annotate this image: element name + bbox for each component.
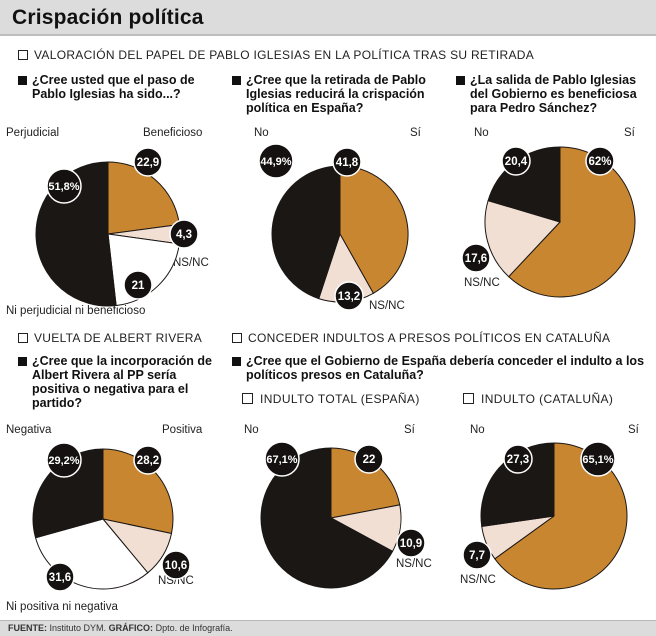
section-label-rivera: VUELTA DE ALBERT RIVERA: [18, 331, 202, 345]
value-bubble: [169, 219, 199, 249]
slice-label: Sí: [628, 424, 639, 436]
data-label: 41,8: [336, 157, 359, 169]
slice-label: No: [254, 127, 269, 139]
pie-slice: [339, 165, 409, 294]
value-bubble: [258, 143, 294, 179]
data-label: 29,2%: [48, 455, 79, 467]
slice-label: NS/NC: [369, 300, 405, 312]
data-label: 62%: [588, 156, 611, 168]
question-2: ¿Cree que la retirada de Pablo Iglesias …: [232, 73, 432, 115]
data-label: 17,6: [465, 253, 487, 265]
pie-slice: [32, 448, 104, 539]
slice-label: NS/NC: [173, 257, 209, 269]
value-bubble: [334, 281, 364, 311]
pie-slice: [107, 161, 180, 235]
checkbox-icon: [232, 333, 242, 343]
data-label: 4,3: [176, 229, 192, 241]
slice-label: Beneficioso: [143, 127, 203, 139]
pie-slice: [480, 442, 555, 527]
value-bubble: [580, 441, 616, 477]
slice-label: NS/NC: [396, 558, 432, 570]
slice-label: Perjudicial: [6, 127, 60, 139]
value-bubble: [503, 444, 533, 474]
slice-label: Positiva: [162, 424, 203, 436]
bullet-square-icon: [232, 76, 241, 85]
bullet-square-icon: [18, 76, 27, 85]
pie-chart: 20,4 62% 17,6: [461, 146, 636, 298]
value-bubble: [46, 168, 82, 204]
question-4: ¿Cree que la incorporación de Albert Riv…: [18, 354, 218, 410]
data-label: 10,6: [165, 560, 187, 572]
slice-label: NS/NC: [464, 277, 500, 289]
bullet-square-icon: [232, 357, 241, 366]
slice-label: NS/NC: [460, 574, 496, 586]
checkbox-icon: [18, 333, 28, 343]
pie-slice: [484, 200, 561, 278]
question-1: ¿Cree usted que el paso de Pablo Iglesia…: [18, 73, 214, 101]
data-label: 67,1%: [266, 454, 297, 466]
data-label: 27,3: [507, 454, 529, 466]
source-footer: FUENTE: Instituto DYM. GRÁFICO: Dpto. de…: [0, 620, 656, 636]
slice-label: NS/NC: [158, 575, 194, 587]
slice-label: Sí: [410, 127, 421, 139]
value-bubble: [264, 441, 300, 477]
value-bubble: [585, 146, 615, 176]
title-bar: Crispación política: [0, 0, 656, 36]
data-label: 31,6: [49, 572, 71, 584]
slice-label: Ni positiva ni negativa: [6, 601, 118, 613]
data-label: 51,8%: [48, 181, 79, 193]
data-label: 65,1%: [582, 454, 613, 466]
subhead-espana: INDULTO TOTAL (ESPAÑA): [242, 392, 420, 406]
slice-label: No: [470, 424, 485, 436]
value-bubble: [133, 147, 163, 177]
bullet-square-icon: [18, 357, 27, 366]
slice-label: Ni perjudicial ni beneficioso: [6, 305, 146, 317]
value-bubble: [45, 562, 75, 592]
data-label: 10,9: [400, 538, 422, 550]
page-title: Crispación política: [12, 6, 204, 29]
data-label: 7,7: [469, 550, 485, 562]
pie-chart: 29,2% 28,2 10,6 31,6: [32, 442, 191, 592]
value-bubble: [133, 445, 163, 475]
value-bubble: [332, 147, 362, 177]
question-3: ¿La salida de Pablo Iglesias del Gobiern…: [456, 73, 656, 115]
data-label: 20,4: [505, 156, 528, 168]
subhead-cataluna: INDULTO (CATALUÑA): [463, 392, 613, 406]
checkbox-icon: [18, 50, 28, 60]
value-bubble: [396, 528, 426, 558]
question-5: ¿Cree que el Gobierno de España debería …: [232, 354, 656, 382]
data-label: 44,9%: [260, 156, 291, 168]
slice-label: Sí: [404, 424, 415, 436]
data-label: 21: [132, 280, 145, 292]
pie-chart: 44,9% 41,8 13,2: [258, 143, 409, 311]
checkbox-icon: [463, 393, 474, 404]
slice-label: No: [474, 127, 489, 139]
section-label-indultos: CONCEDER INDULTOS A PRESOS POLÍTICOS EN …: [232, 331, 610, 345]
bullet-square-icon: [456, 76, 465, 85]
value-bubble: [46, 442, 82, 478]
value-bubble: [501, 146, 531, 176]
data-label: 28,2: [137, 455, 159, 467]
data-label: 13,2: [338, 291, 360, 303]
section-label-iglesias: VALORACIÓN DEL PAPEL DE PABLO IGLESIAS E…: [18, 48, 534, 62]
value-bubble: [123, 270, 153, 300]
slice-label: Negativa: [6, 424, 52, 436]
pie-chart: 51,8% 22,9 4,3 21: [35, 147, 199, 307]
slice-label: No: [244, 424, 259, 436]
value-bubble: [354, 444, 384, 474]
pie-slice: [271, 165, 341, 300]
value-bubble: [461, 243, 491, 273]
pie-charts: 51,8% 22,9 4,3 21 44,9% 41,8 13,2 20,4 62% 17,6 29…: [32, 143, 636, 592]
value-bubble: [161, 550, 191, 580]
value-bubble: [462, 540, 492, 570]
pie-chart: 67,1% 22 10,9: [260, 441, 426, 589]
checkbox-icon: [242, 393, 253, 404]
data-label: 22,9: [137, 157, 159, 169]
slice-label: Sí: [624, 127, 635, 139]
pie-slice: [102, 448, 174, 535]
data-label: 22: [363, 454, 376, 466]
pie-chart: 27,3 65,1% 7,7: [462, 441, 628, 590]
